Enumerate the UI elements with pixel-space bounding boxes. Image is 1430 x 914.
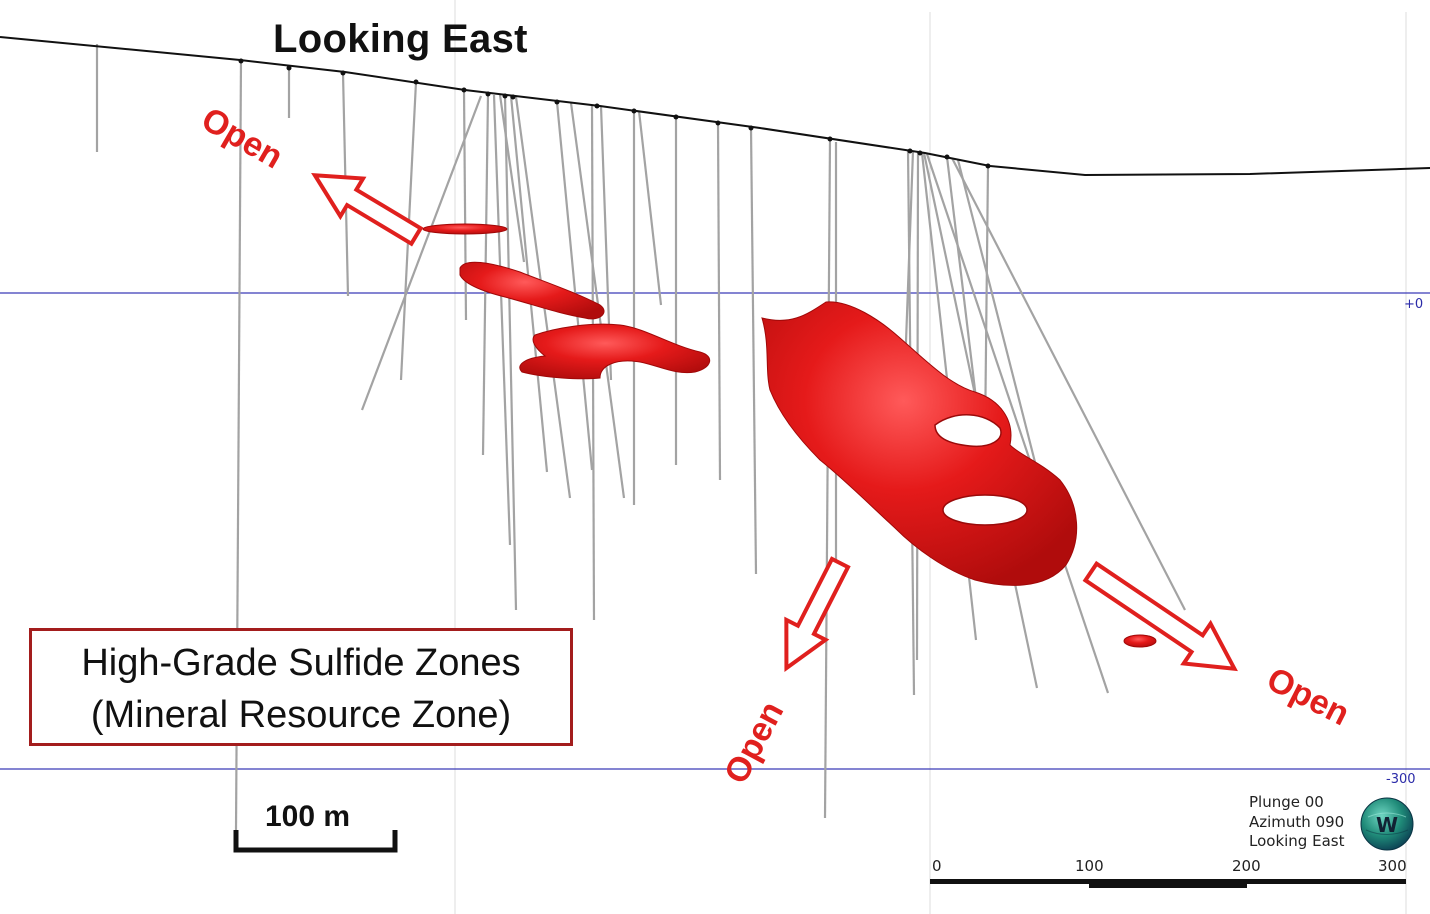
view-info: Plunge 00 Azimuth 090 Looking East xyxy=(1249,793,1344,852)
open-arrows xyxy=(311,172,1238,673)
view-plunge: Plunge 00 xyxy=(1249,793,1324,811)
axis-tick-0: 0 xyxy=(932,857,942,875)
plane-label-lower: -300 xyxy=(1386,772,1416,787)
view-azimuth: Azimuth 090 xyxy=(1249,812,1345,831)
ore-body-small-upper xyxy=(422,223,508,235)
axis-tick-200: 200 xyxy=(1232,857,1261,875)
ore-body-west-upper xyxy=(459,261,605,320)
legend-line-2: (Mineral Resource Zone) xyxy=(90,694,512,736)
elevation-planes xyxy=(0,292,1430,770)
compass-globe-icon: W xyxy=(1360,797,1414,851)
open-arrow-northwest xyxy=(311,172,424,247)
legend-line-1: High-Grade Sulfide Zones xyxy=(81,642,521,684)
page-title: Looking East xyxy=(273,17,528,61)
axis-tick-300: 300 xyxy=(1378,857,1407,875)
legend-box: High-Grade Sulfide Zones (Mineral Resour… xyxy=(29,628,573,746)
ore-body-small-lower xyxy=(1123,634,1157,648)
scale-bar xyxy=(233,830,398,853)
plane-label-upper: +0 xyxy=(1404,297,1424,312)
scale-bar-label: 100 m xyxy=(265,800,351,833)
ore-holes xyxy=(934,414,1028,526)
open-arrow-southeast xyxy=(1082,560,1238,672)
svg-text:W: W xyxy=(1376,813,1398,837)
view-looking: Looking East xyxy=(1249,832,1345,850)
open-arrow-south xyxy=(784,556,851,673)
axis-ruler xyxy=(930,879,1406,888)
ore-bodies xyxy=(422,223,1157,648)
topography xyxy=(0,36,1430,177)
ore-body-west-lower xyxy=(519,323,710,380)
axis-tick-100: 100 xyxy=(1075,857,1104,875)
